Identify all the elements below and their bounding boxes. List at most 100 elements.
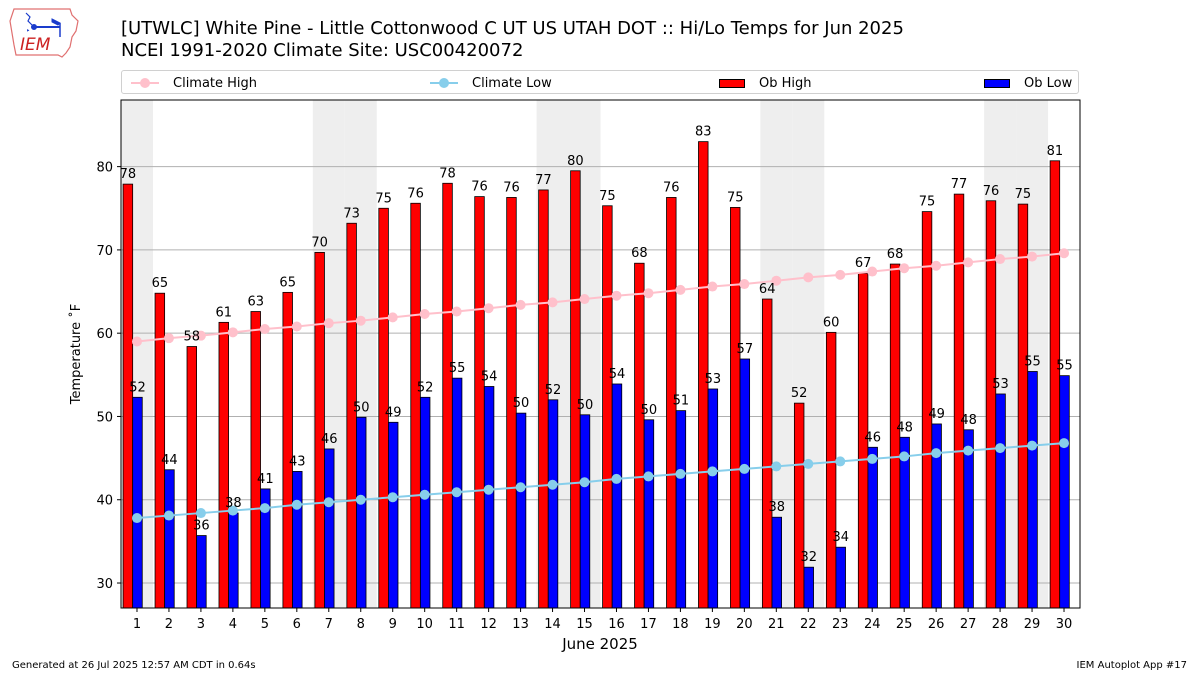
ob-high-bar — [442, 182, 453, 609]
x-tick-label: 4 — [229, 617, 237, 632]
chart-title: [UTWLC] White Pine - Little Cottonwood C… — [121, 18, 904, 39]
climate-high-point — [963, 257, 974, 268]
x-tick-label: 26 — [928, 617, 945, 632]
ob-high-label: 58 — [184, 330, 201, 345]
climate-low-point — [355, 494, 366, 505]
ob-low-label: 55 — [1024, 354, 1041, 369]
climate-low-point — [291, 499, 302, 510]
legend-label: Ob High — [759, 75, 812, 91]
ob-high-bar — [857, 272, 869, 609]
ob-high-label: 76 — [983, 184, 1000, 199]
climate-low-point — [963, 445, 974, 456]
climate-high-point — [867, 266, 878, 277]
y-tick-label: 50 — [96, 410, 113, 425]
climate-low-point — [451, 487, 462, 498]
climate-high-point — [835, 269, 846, 280]
ob-low-label: 44 — [161, 453, 178, 468]
x-tick-label: 5 — [261, 617, 269, 632]
climate-high-point — [131, 336, 142, 347]
climate-low-point — [259, 503, 270, 514]
y-tick-label: 60 — [96, 327, 113, 342]
ob-low-label: 54 — [481, 369, 498, 384]
climate-high-point — [643, 288, 654, 299]
climate-low-point — [483, 484, 494, 495]
x-tick-label: 28 — [992, 617, 1009, 632]
x-tick-label: 29 — [1024, 617, 1041, 632]
ob-low-label: 41 — [257, 472, 274, 487]
ob-low-bar — [739, 358, 751, 609]
ob-low-bar — [867, 446, 878, 609]
ob-high-label: 78 — [120, 167, 137, 182]
ob-high-bar — [921, 211, 933, 609]
ob-low-bar — [675, 410, 687, 609]
ob-low-label: 50 — [641, 403, 658, 418]
ob-low-bar — [228, 512, 239, 609]
svg-text:‣: ‣ — [26, 27, 30, 35]
ob-high-bar — [506, 197, 517, 609]
x-axis-label: June 2025 — [561, 635, 638, 653]
climate-high-point — [771, 275, 782, 286]
climate-high-point — [259, 324, 270, 335]
ob-low-label: 38 — [225, 496, 242, 511]
ob-low-label: 38 — [769, 500, 786, 515]
ob-high-bar — [154, 292, 166, 609]
climate-low-point — [771, 461, 782, 472]
legend-item-ob-low: Ob Low — [984, 74, 1072, 92]
climate-high-point — [451, 306, 462, 317]
weekend-band — [792, 100, 825, 608]
climate-high-point — [739, 279, 750, 290]
ob-low-label: 34 — [832, 530, 849, 545]
weekend-band — [344, 100, 377, 608]
ob-high-bar — [218, 321, 229, 609]
ob-low-label: 49 — [928, 407, 945, 422]
climate-high-point — [419, 309, 430, 320]
ob-high-label: 81 — [1047, 144, 1064, 159]
ob-high-bar — [474, 196, 485, 609]
climate-low-point — [835, 456, 846, 467]
x-tick-label: 17 — [640, 617, 657, 632]
x-tick-label: 2 — [165, 617, 173, 632]
ob-low-label: 52 — [545, 383, 562, 398]
ob-high-bar — [1017, 203, 1029, 609]
ob-low-label: 55 — [449, 361, 466, 376]
gridlines — [121, 166, 1080, 584]
x-tick-label: 19 — [704, 617, 721, 632]
ob-high-bar — [346, 222, 357, 609]
ob-low-bar — [899, 436, 910, 609]
ob-high-bar — [1049, 160, 1061, 609]
climate-high-point — [291, 321, 302, 332]
weekend-band — [121, 100, 153, 608]
climate-high-point — [803, 272, 814, 283]
legend-item-climate-low: Climate Low — [430, 74, 552, 92]
ob-high-label: 75 — [919, 195, 936, 210]
ob-high-label: 77 — [535, 173, 552, 188]
x-tick-label: 20 — [736, 617, 753, 632]
ob-low-bar — [579, 414, 591, 609]
logo-text: IEM — [20, 35, 51, 55]
ob-low-label: 55 — [1056, 359, 1073, 374]
x-tick-label: 12 — [480, 617, 497, 632]
ob-low-bar — [707, 388, 719, 609]
climate-low-point — [323, 497, 334, 508]
weekend-band — [1016, 100, 1049, 608]
y-axis-label: Temperature ˚F — [68, 304, 84, 405]
ob-high-label: 61 — [215, 305, 232, 320]
climate-high-point — [611, 290, 622, 301]
x-tick-label: 23 — [832, 617, 849, 632]
climate-low-point — [899, 451, 910, 462]
climate-high-line — [136, 252, 1065, 343]
ob-low-label: 51 — [673, 394, 690, 409]
climate-high-point — [675, 284, 686, 295]
ob-low-bar — [164, 469, 175, 609]
ob-high-label: 75 — [375, 191, 392, 206]
ob-high-label: 76 — [407, 186, 424, 201]
x-tick-label: 16 — [608, 617, 625, 632]
ob-low-label: 52 — [129, 380, 146, 395]
ob-low-label: 53 — [705, 372, 722, 387]
ob-high-label: 75 — [1015, 187, 1032, 202]
x-tick-label: 30 — [1056, 617, 1073, 632]
climate-low-point — [1059, 438, 1070, 449]
climate-high-point — [899, 263, 910, 274]
climate-low-point — [611, 473, 622, 484]
